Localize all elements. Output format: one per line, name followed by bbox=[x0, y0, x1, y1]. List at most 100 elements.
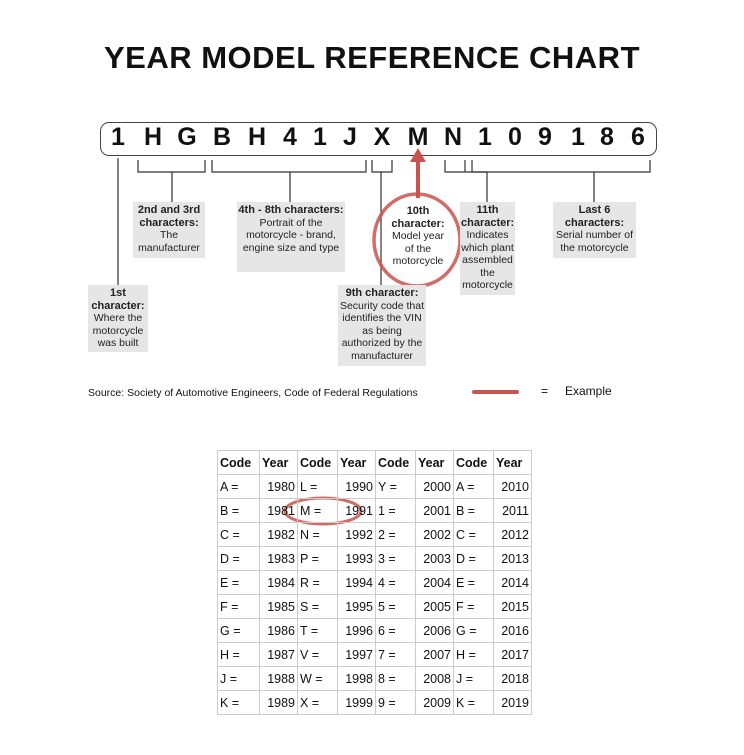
year-cell: 2014 bbox=[493, 570, 532, 595]
vin-char: X bbox=[373, 123, 391, 151]
code-cell: K = bbox=[453, 690, 494, 715]
code-cell: E = bbox=[217, 570, 260, 595]
code-cell: E = bbox=[453, 570, 494, 595]
year-code-table: Code Year Code Year Code Year Code Year A = 1980… bbox=[217, 450, 532, 715]
table-row: H = 1987 V = 1997 7 = 2007 H = 2017 bbox=[217, 642, 532, 667]
vin-char: 8 bbox=[600, 123, 614, 151]
year-cell: 1999 bbox=[337, 690, 376, 715]
table-row: B = 1981 M = 1991 1 = 2001 B = 2011 bbox=[217, 498, 532, 523]
year-cell: 1994 bbox=[337, 570, 376, 595]
year-cell: 2002 bbox=[415, 522, 454, 547]
code-cell: H = bbox=[217, 642, 260, 667]
year-cell: 2013 bbox=[493, 546, 532, 571]
code-cell: 7 = bbox=[375, 642, 416, 667]
column-header: Year bbox=[493, 450, 532, 475]
code-cell: 6 = bbox=[375, 618, 416, 643]
year-cell: 1987 bbox=[259, 642, 298, 667]
code-cell: 5 = bbox=[375, 594, 416, 619]
code-cell: H = bbox=[453, 642, 494, 667]
column-header: Code bbox=[297, 450, 338, 475]
year-cell: 1991 bbox=[337, 498, 376, 523]
code-cell: L = bbox=[297, 474, 338, 499]
column-header: Code bbox=[453, 450, 494, 475]
column-header: Code bbox=[375, 450, 416, 475]
table-row: K = 1989 X = 1999 9 = 2009 K = 2019 bbox=[217, 690, 532, 715]
vin-char: 9 bbox=[538, 123, 552, 151]
table-row: C = 1982 N = 1992 2 = 2002 C = 2012 bbox=[217, 522, 532, 547]
arrow-head-icon bbox=[410, 148, 426, 162]
table-row: J = 1988 W = 1998 8 = 2008 J = 2018 bbox=[217, 666, 532, 691]
code-cell: G = bbox=[217, 618, 260, 643]
vin-char: 4 bbox=[283, 123, 297, 151]
code-cell: 3 = bbox=[375, 546, 416, 571]
code-cell: J = bbox=[217, 666, 260, 691]
code-cell: K = bbox=[217, 690, 260, 715]
code-cell: A = bbox=[217, 474, 260, 499]
table-row: G = 1986 T = 1996 6 = 2006 G = 2016 bbox=[217, 618, 532, 643]
table-row: F = 1985 S = 1995 5 = 2005 F = 2015 bbox=[217, 594, 532, 619]
label-4th-8th: 4th - 8th characters: Portrait of the mot… bbox=[237, 202, 345, 272]
year-cell: 1983 bbox=[259, 546, 298, 571]
year-cell: 1980 bbox=[259, 474, 298, 499]
label-last-6: Last 6 characters: Serial number of the m… bbox=[553, 202, 636, 258]
code-cell: 4 = bbox=[375, 570, 416, 595]
table-row: A = 1980 L = 1990 Y = 2000 A = 2010 bbox=[217, 474, 532, 499]
code-cell: W = bbox=[297, 666, 338, 691]
year-cell: 2001 bbox=[415, 498, 454, 523]
vin-char: 0 bbox=[508, 123, 522, 151]
year-cell: 1992 bbox=[337, 522, 376, 547]
code-cell: N = bbox=[297, 522, 338, 547]
vin-char: J bbox=[343, 123, 357, 151]
year-cell: 1993 bbox=[337, 546, 376, 571]
vin-char: B bbox=[212, 123, 232, 151]
vin-char: H bbox=[247, 123, 267, 151]
year-cell: 2018 bbox=[493, 666, 532, 691]
vin-char: 1 bbox=[111, 123, 125, 151]
year-cell: 1988 bbox=[259, 666, 298, 691]
column-header: Year bbox=[415, 450, 454, 475]
table-row: D = 1983 P = 1993 3 = 2003 D = 2013 bbox=[217, 546, 532, 571]
bracket-last-6 bbox=[471, 160, 651, 202]
code-cell: B = bbox=[453, 498, 494, 523]
year-cell: 1981 bbox=[259, 498, 298, 523]
code-cell: R = bbox=[297, 570, 338, 595]
code-cell: P = bbox=[297, 546, 338, 571]
year-cell: 2015 bbox=[493, 594, 532, 619]
vin-box bbox=[100, 122, 657, 156]
vin-char: M bbox=[407, 123, 429, 151]
bracket-11th bbox=[444, 160, 488, 202]
code-cell: F = bbox=[217, 594, 260, 619]
year-cell: 2008 bbox=[415, 666, 454, 691]
year-cell: 2011 bbox=[493, 498, 532, 523]
code-cell: F = bbox=[453, 594, 494, 619]
legend-equals: = bbox=[541, 384, 549, 398]
label-1st: 1st character: Where the motorcycle was b… bbox=[88, 285, 148, 352]
year-cell: 2012 bbox=[493, 522, 532, 547]
code-cell: M = bbox=[297, 498, 338, 523]
label-10th: 10th character: Model year of the motorcy… bbox=[391, 205, 445, 267]
year-cell: 1984 bbox=[259, 570, 298, 595]
vin-char: N bbox=[443, 123, 463, 151]
bracket-2nd-3rd bbox=[137, 160, 206, 202]
code-cell: C = bbox=[217, 522, 260, 547]
year-cell: 2019 bbox=[493, 690, 532, 715]
year-cell: 2017 bbox=[493, 642, 532, 667]
year-cell: 2005 bbox=[415, 594, 454, 619]
bracket-4th-8th bbox=[211, 160, 367, 202]
code-cell: 9 = bbox=[375, 690, 416, 715]
code-cell: D = bbox=[453, 546, 494, 571]
label-2nd-3rd: 2nd and 3rd characters: The manufacturer bbox=[133, 202, 205, 258]
code-cell: 1 = bbox=[375, 498, 416, 523]
year-cell: 2006 bbox=[415, 618, 454, 643]
vin-char: G bbox=[177, 123, 197, 151]
code-cell: T = bbox=[297, 618, 338, 643]
code-cell: C = bbox=[453, 522, 494, 547]
year-cell: 1998 bbox=[337, 666, 376, 691]
vin-char: H bbox=[143, 123, 163, 151]
year-cell: 1989 bbox=[259, 690, 298, 715]
year-cell: 1985 bbox=[259, 594, 298, 619]
code-cell: X = bbox=[297, 690, 338, 715]
year-cell: 2000 bbox=[415, 474, 454, 499]
code-cell: 8 = bbox=[375, 666, 416, 691]
